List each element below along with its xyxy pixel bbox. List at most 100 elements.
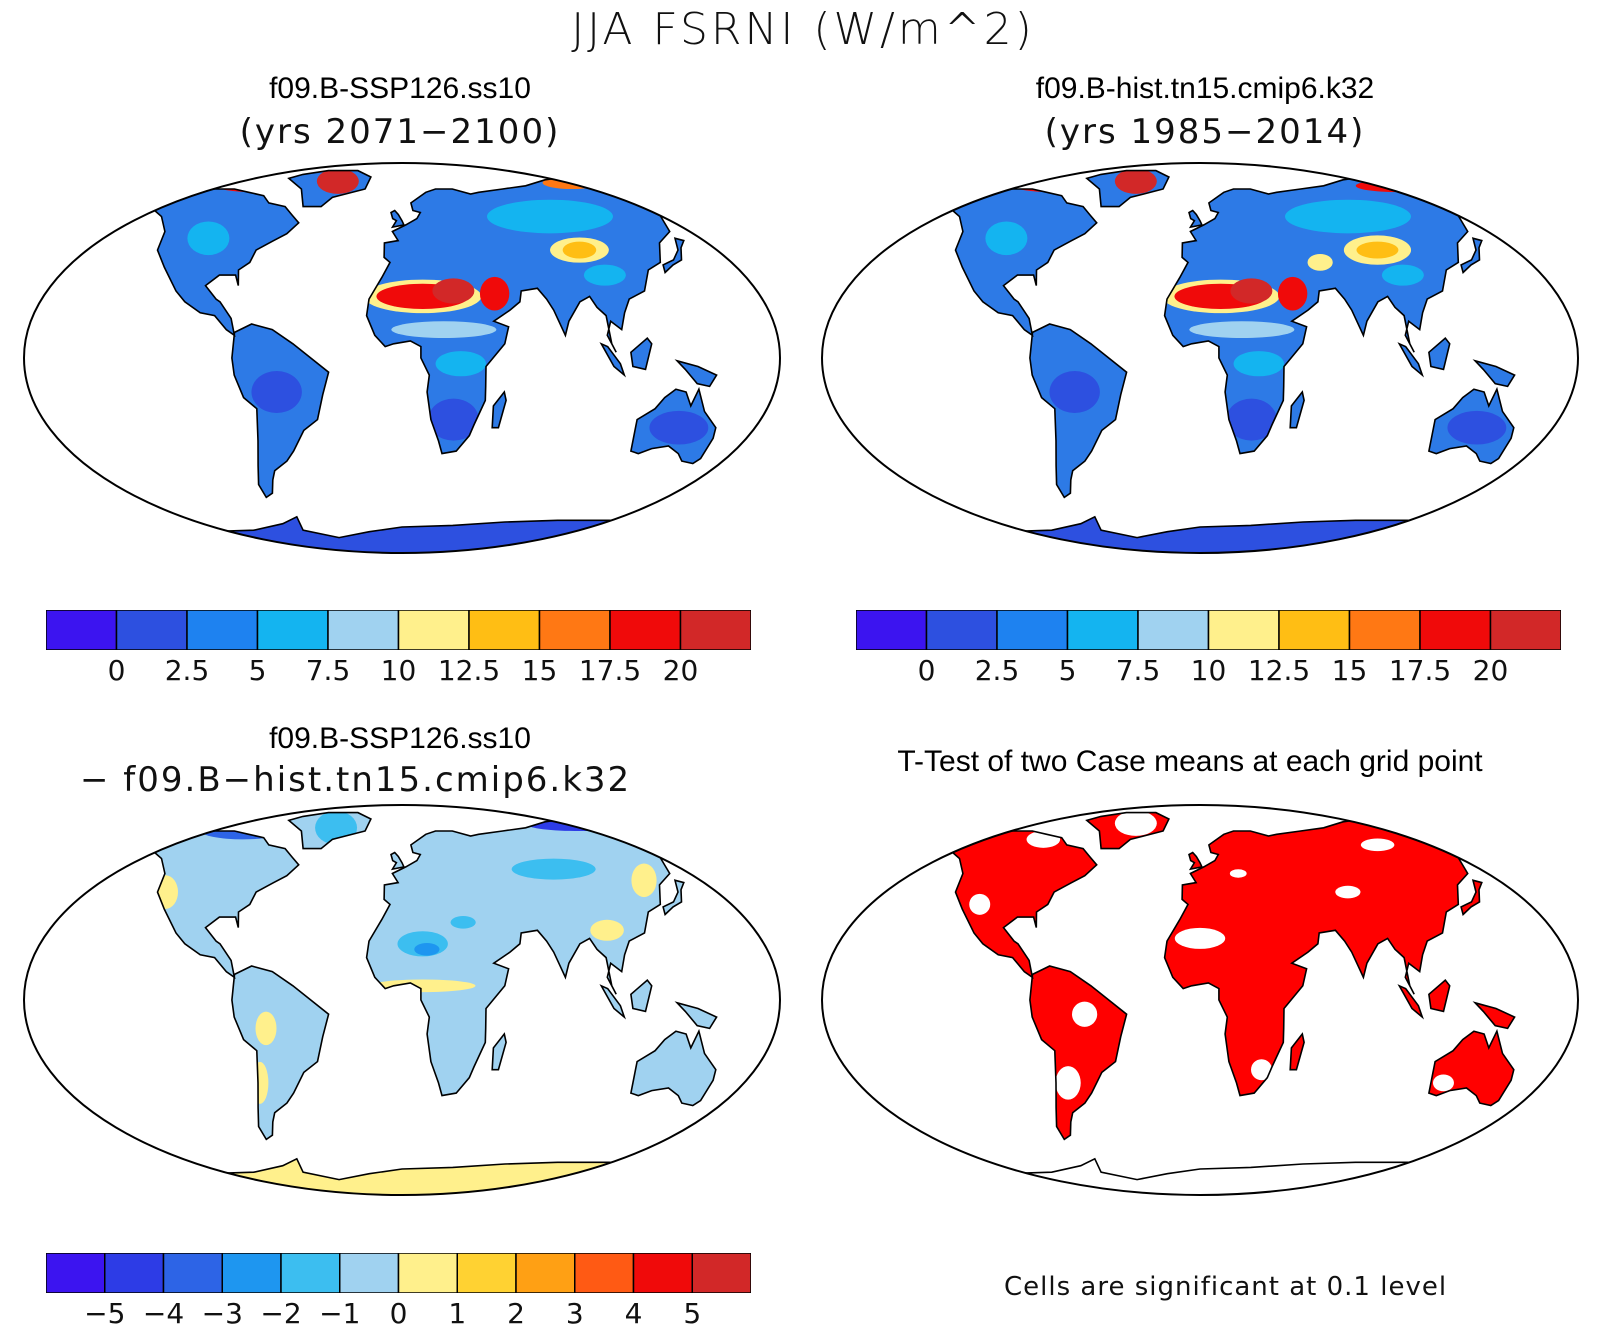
coastline-southAmerica: [231, 965, 330, 1141]
field-contour: [1251, 1059, 1273, 1081]
colorbar-swatch: [45, 1252, 106, 1294]
colorbar-swatch: [468, 609, 541, 651]
colorbar-control: 0 2.5 5 7.5 10 12.5 15 17.5 20: [855, 609, 1562, 687]
land-field: [110, 812, 756, 1140]
map-ttest: [821, 804, 1579, 1196]
coastline-sumatra: [1397, 342, 1424, 378]
field-contour: [315, 812, 358, 845]
colorbar-swatch: [256, 609, 329, 651]
coastline-southAmerica: [231, 323, 330, 499]
coastline-northAmerica: [109, 828, 300, 980]
colorbar-tick-label: 17.5: [1388, 654, 1452, 687]
colorbar-swatch: [1278, 609, 1351, 651]
field-contour: [1055, 1066, 1081, 1100]
colorbar-swatch: [996, 609, 1069, 651]
panel-title-ttest: T-Test of two Case means at each grid po…: [897, 745, 1483, 778]
coastline-uk: [390, 209, 406, 229]
land-field: [908, 170, 1554, 498]
colorbar-tick-label: 20: [1472, 654, 1509, 687]
map-case: [23, 162, 781, 554]
coastline-madagascar: [491, 1032, 507, 1071]
colorbar-tick-label: −1: [319, 1297, 361, 1330]
colorbar-swatch: [397, 1252, 458, 1294]
coastline-afroEurasia: [365, 818, 722, 1097]
coastline-madagascar: [1289, 1032, 1305, 1071]
field-contour: [1174, 927, 1226, 949]
colorbar-swatches: [45, 609, 752, 651]
colorbar-tick-label: 12.5: [437, 654, 501, 687]
field-contour: [1356, 241, 1399, 259]
field-contour: [187, 221, 230, 256]
coastline-nz: [1522, 452, 1555, 482]
coastline-australia: [1427, 1028, 1515, 1107]
field-contour: [255, 1011, 277, 1046]
field-contour: [414, 943, 440, 956]
colorbar-tick-label: 5: [1058, 654, 1077, 687]
coastline-uk: [1188, 209, 1204, 229]
panel-subtitle-diff: − f09.B−hist.tn15.cmip6.k32: [80, 760, 632, 800]
field-contour: [1114, 812, 1157, 836]
colorbar-swatch: [609, 609, 682, 651]
colorbar-swatch: [632, 1252, 693, 1294]
colorbar-tick-label: −4: [142, 1297, 185, 1330]
colorbar-swatch: [45, 609, 118, 651]
colorbar-tick-label: 15: [521, 654, 558, 687]
colorbar-tick-label: 0: [917, 654, 936, 687]
field-contour: [152, 875, 179, 909]
map-border: [821, 162, 1579, 554]
coastline-madagascar: [1289, 390, 1305, 429]
field-contour: [1277, 276, 1308, 311]
map-border: [821, 804, 1579, 1196]
colorbar-tick-label: 5: [248, 654, 267, 687]
colorbar-swatch: [104, 1252, 165, 1294]
colorbar-tick-label: 10: [380, 654, 417, 687]
field-contour: [1226, 398, 1277, 441]
figure-title: JJA FSRNI (W/m^2): [571, 4, 1035, 55]
significance-note: Cells are significant at 0.1 level: [1004, 1272, 1448, 1302]
colorbar-tick-label: 7.5: [305, 654, 351, 687]
panel-title-case: f09.B-SSP126.ss10: [269, 72, 531, 105]
colorbar-swatch: [1348, 609, 1421, 651]
colorbar-swatch: [538, 609, 611, 651]
coastline-japan: [1460, 237, 1483, 275]
field-contour: [432, 278, 475, 304]
colorbar-swatch: [1489, 609, 1562, 651]
field-contour: [1072, 1001, 1098, 1027]
field-contour: [1307, 253, 1333, 271]
field-contour: [486, 199, 613, 234]
colorbar-swatch: [327, 609, 400, 651]
panel-subtitle-case: (yrs 2071−2100): [239, 112, 561, 152]
colorbar-tick-label: 20: [662, 654, 699, 687]
colorbar-swatch: [691, 1252, 752, 1294]
field-contour: [251, 1061, 269, 1104]
coastline-borneo: [630, 978, 653, 1013]
colorbar-tick-label: −2: [260, 1297, 302, 1330]
panel-title-diff: f09.B-SSP126.ss10: [269, 722, 531, 755]
field-contour: [1355, 179, 1440, 193]
colorbar-swatch: [925, 609, 998, 651]
colorbar-swatches: [855, 609, 1562, 651]
field-contour: [514, 305, 540, 327]
coastline-japan: [662, 237, 685, 275]
panel-title-control: f09.B-hist.tn15.cmip6.k32: [1035, 72, 1375, 105]
field-contour: [316, 170, 359, 194]
field-contour: [562, 241, 597, 259]
field-contour: [450, 916, 476, 929]
field-contour: [1455, 189, 1498, 202]
colorbar-tick-label: 7.5: [1115, 654, 1161, 687]
field-contour: [1381, 264, 1424, 286]
colorbar-swatch: [162, 1252, 223, 1294]
colorbar-case: 0 2.5 5 7.5 10 12.5 15 17.5 20: [45, 609, 752, 687]
field-contour: [1189, 321, 1295, 339]
coastline-afroEurasia: [1163, 818, 1520, 1097]
coastline-sumatra: [599, 984, 626, 1020]
field-contour: [985, 221, 1028, 256]
coastline-sumatra: [599, 342, 626, 378]
colorbar-swatch: [1066, 609, 1139, 651]
colorbar-tick-label: 2: [507, 1297, 525, 1330]
colorbar-swatch: [339, 1252, 400, 1294]
coastline-nz: [724, 1094, 757, 1124]
colorbar-swatch: [1207, 609, 1280, 651]
field-contour: [1049, 370, 1100, 413]
field-contour: [511, 858, 596, 880]
